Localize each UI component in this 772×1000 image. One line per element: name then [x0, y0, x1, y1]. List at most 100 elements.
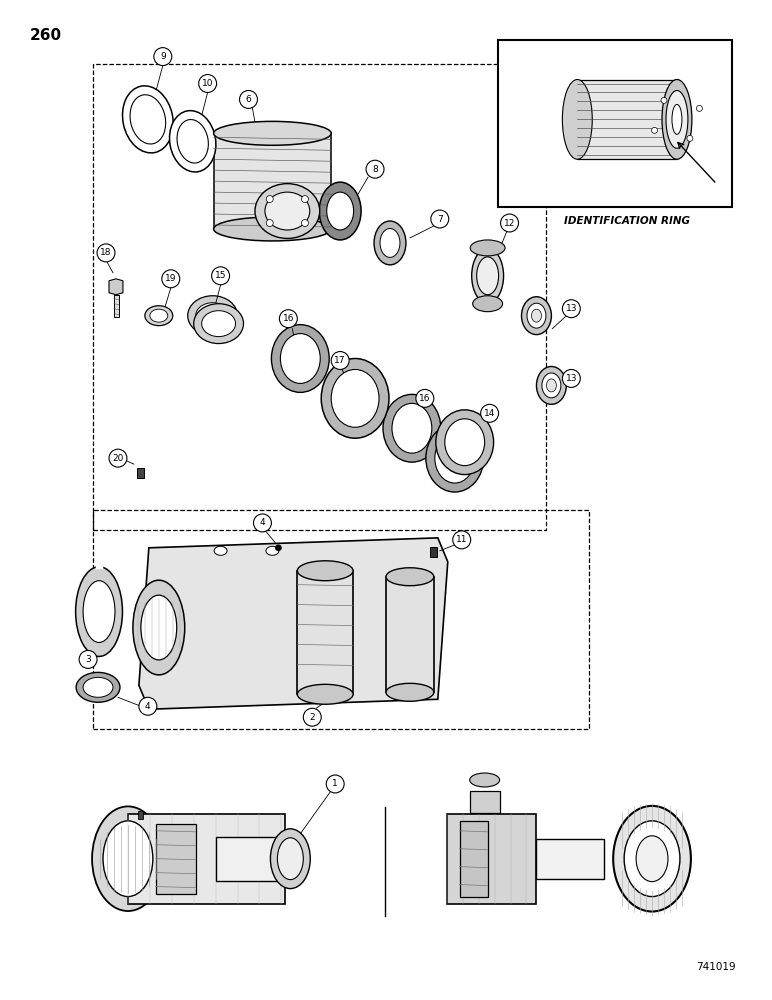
Ellipse shape: [562, 80, 592, 159]
Text: 17: 17: [334, 356, 346, 365]
Ellipse shape: [83, 581, 115, 642]
Circle shape: [327, 775, 344, 793]
Text: 15: 15: [215, 271, 226, 280]
Ellipse shape: [130, 95, 166, 144]
Ellipse shape: [613, 806, 691, 912]
Ellipse shape: [380, 228, 400, 257]
Bar: [469, 791, 499, 813]
Ellipse shape: [547, 379, 557, 392]
Bar: [537, 839, 604, 879]
Bar: [128, 814, 286, 904]
Text: 20: 20: [112, 454, 124, 463]
Circle shape: [562, 300, 581, 318]
Ellipse shape: [386, 683, 434, 701]
Bar: [215, 837, 290, 881]
Circle shape: [303, 708, 321, 726]
Text: 10: 10: [202, 79, 213, 88]
Bar: [93, 64, 547, 530]
Ellipse shape: [214, 217, 331, 241]
Ellipse shape: [76, 672, 120, 702]
Ellipse shape: [266, 220, 273, 227]
Bar: [386, 577, 434, 692]
Ellipse shape: [276, 545, 281, 551]
Text: 3: 3: [85, 655, 91, 664]
Text: 13: 13: [566, 374, 577, 383]
Bar: [498, 40, 732, 207]
Text: 12: 12: [504, 219, 515, 228]
Ellipse shape: [436, 410, 493, 475]
Bar: [214, 133, 331, 229]
Text: 2: 2: [310, 713, 315, 722]
Circle shape: [279, 310, 297, 328]
Circle shape: [416, 389, 434, 407]
Ellipse shape: [123, 86, 173, 153]
Ellipse shape: [302, 220, 309, 227]
Text: 19: 19: [165, 274, 177, 283]
Text: 8: 8: [372, 165, 378, 174]
Circle shape: [562, 369, 581, 387]
Ellipse shape: [327, 192, 354, 230]
Ellipse shape: [214, 121, 331, 145]
Ellipse shape: [435, 433, 475, 483]
Ellipse shape: [542, 373, 561, 398]
Ellipse shape: [83, 677, 113, 697]
Ellipse shape: [170, 111, 216, 172]
Ellipse shape: [392, 403, 432, 453]
Ellipse shape: [266, 546, 279, 555]
Polygon shape: [109, 279, 123, 295]
Text: 4: 4: [145, 702, 151, 711]
Bar: [138, 811, 143, 819]
Ellipse shape: [331, 369, 379, 427]
Ellipse shape: [470, 240, 505, 256]
Ellipse shape: [696, 105, 703, 111]
Circle shape: [109, 449, 127, 467]
Ellipse shape: [266, 196, 273, 203]
Text: 741019: 741019: [696, 962, 736, 972]
Bar: [156, 824, 195, 894]
Bar: [137, 468, 144, 478]
Ellipse shape: [531, 309, 541, 322]
Ellipse shape: [624, 821, 680, 897]
Circle shape: [481, 404, 499, 422]
Ellipse shape: [652, 127, 658, 133]
Circle shape: [79, 650, 97, 668]
Circle shape: [162, 270, 180, 288]
Ellipse shape: [476, 257, 499, 295]
Ellipse shape: [472, 296, 503, 312]
Text: 18: 18: [100, 248, 112, 257]
Circle shape: [366, 160, 384, 178]
Ellipse shape: [469, 773, 499, 787]
Circle shape: [253, 514, 272, 532]
Ellipse shape: [280, 334, 320, 383]
Text: 260: 260: [29, 28, 62, 43]
Ellipse shape: [445, 419, 485, 466]
Ellipse shape: [426, 424, 483, 492]
Text: 1: 1: [332, 779, 338, 788]
Ellipse shape: [297, 561, 353, 581]
Text: 6: 6: [245, 95, 252, 104]
Ellipse shape: [672, 104, 682, 134]
Bar: [460, 821, 488, 897]
Circle shape: [239, 90, 258, 108]
Ellipse shape: [472, 248, 503, 303]
Text: 7: 7: [437, 215, 442, 224]
Circle shape: [331, 352, 349, 369]
Bar: [577, 80, 677, 159]
Text: 9: 9: [160, 52, 166, 61]
Ellipse shape: [302, 196, 309, 203]
Ellipse shape: [150, 309, 168, 322]
Ellipse shape: [194, 304, 243, 344]
Polygon shape: [139, 538, 448, 709]
Ellipse shape: [145, 306, 173, 326]
Ellipse shape: [214, 546, 227, 555]
Ellipse shape: [201, 311, 235, 337]
Ellipse shape: [374, 221, 406, 265]
Circle shape: [198, 75, 217, 92]
Circle shape: [97, 244, 115, 262]
Text: 11: 11: [456, 535, 468, 544]
Ellipse shape: [76, 567, 123, 656]
Bar: [114, 295, 119, 317]
Circle shape: [452, 531, 471, 549]
Circle shape: [500, 214, 519, 232]
Bar: [430, 547, 437, 557]
